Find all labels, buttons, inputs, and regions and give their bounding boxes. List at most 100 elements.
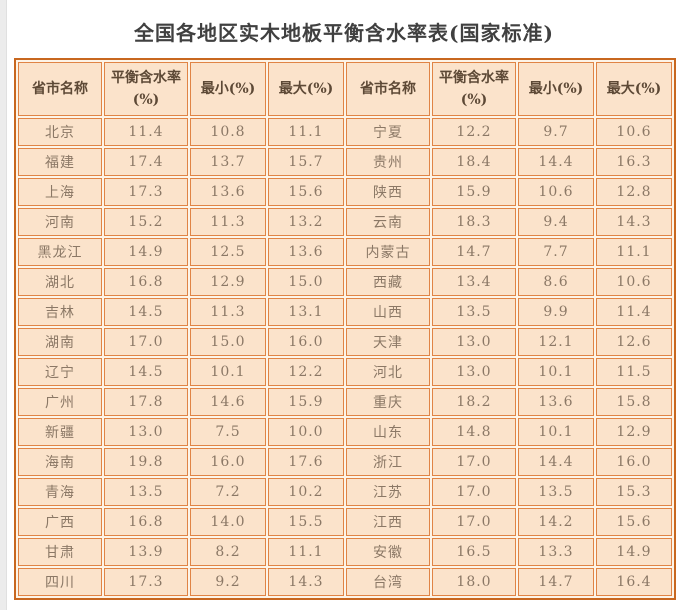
value-cell: 11.5 (596, 358, 672, 386)
province-cell: 重庆 (346, 388, 430, 416)
value-cell: 13.5 (432, 298, 516, 326)
value-cell: 10.8 (190, 118, 266, 146)
column-header: 最小(%) (190, 62, 266, 116)
value-cell: 13.6 (190, 178, 266, 206)
table-row: 湖北 16.8 12.9 15.0 西藏 13.4 8.6 10.6 (18, 268, 672, 296)
value-cell: 16.0 (596, 448, 672, 476)
value-cell: 15.0 (190, 328, 266, 356)
province-cell: 浙江 (346, 448, 430, 476)
header-row: 省市名称 平衡含水率(%) 最小(%) 最大(%) 省市名称 平衡含水率(%) 最小(%) 最… (18, 62, 672, 116)
province-cell: 河南 (18, 208, 102, 236)
value-cell: 7.7 (518, 238, 594, 266)
value-cell: 13.7 (190, 148, 266, 176)
value-cell: 17.0 (432, 478, 516, 506)
province-cell: 新疆 (18, 418, 102, 446)
value-cell: 15.9 (432, 178, 516, 206)
value-cell: 15.6 (268, 178, 344, 206)
value-cell: 10.1 (518, 358, 594, 386)
value-cell: 17.4 (104, 148, 188, 176)
value-cell: 17.3 (104, 178, 188, 206)
value-cell: 9.9 (518, 298, 594, 326)
value-cell: 12.1 (518, 328, 594, 356)
column-header: 省市名称 (346, 62, 430, 116)
value-cell: 19.8 (104, 448, 188, 476)
province-cell: 海南 (18, 448, 102, 476)
value-cell: 7.5 (190, 418, 266, 446)
value-cell: 16.8 (104, 268, 188, 296)
value-cell: 9.7 (518, 118, 594, 146)
table-row: 湖南 17.0 15.0 16.0 天津 13.0 12.1 12.6 (18, 328, 672, 356)
column-header: 平衡含水率(%) (432, 62, 516, 116)
value-cell: 15.5 (268, 508, 344, 536)
value-cell: 12.2 (268, 358, 344, 386)
table-row: 广西 16.8 14.0 15.5 江西 17.0 14.2 15.6 (18, 508, 672, 536)
value-cell: 14.3 (596, 208, 672, 236)
column-header: 最大(%) (596, 62, 672, 116)
province-cell: 云南 (346, 208, 430, 236)
value-cell: 16.0 (190, 448, 266, 476)
value-cell: 17.8 (104, 388, 188, 416)
value-cell: 13.2 (268, 208, 344, 236)
province-cell: 北京 (18, 118, 102, 146)
value-cell: 18.3 (432, 208, 516, 236)
province-cell: 台湾 (346, 568, 430, 596)
value-cell: 12.6 (596, 328, 672, 356)
province-cell: 宁夏 (346, 118, 430, 146)
table-row: 黑龙江 14.9 12.5 13.6 内蒙古 14.7 7.7 11.1 (18, 238, 672, 266)
value-cell: 16.5 (432, 538, 516, 566)
province-cell: 山西 (346, 298, 430, 326)
value-cell: 10.6 (596, 268, 672, 296)
value-cell: 12.8 (596, 178, 672, 206)
value-cell: 15.0 (268, 268, 344, 296)
value-cell: 13.6 (268, 238, 344, 266)
province-cell: 福建 (18, 148, 102, 176)
value-cell: 12.2 (432, 118, 516, 146)
column-header: 省市名称 (18, 62, 102, 116)
value-cell: 13.1 (268, 298, 344, 326)
value-cell: 14.9 (104, 238, 188, 266)
column-header: 平衡含水率(%) (104, 62, 188, 116)
value-cell: 14.7 (432, 238, 516, 266)
province-cell: 安徽 (346, 538, 430, 566)
value-cell: 14.5 (104, 358, 188, 386)
value-cell: 14.7 (518, 568, 594, 596)
table-row: 北京 11.4 10.8 11.1 宁夏 12.2 9.7 10.6 (18, 118, 672, 146)
value-cell: 14.9 (596, 538, 672, 566)
province-cell: 天津 (346, 328, 430, 356)
table-row: 福建 17.4 13.7 15.7 贵州 18.4 14.4 16.3 (18, 148, 672, 176)
value-cell: 10.2 (268, 478, 344, 506)
province-cell: 西藏 (346, 268, 430, 296)
value-cell: 9.4 (518, 208, 594, 236)
table-row: 四川 17.3 9.2 14.3 台湾 18.0 14.7 16.4 (18, 568, 672, 596)
page-left-gutter (0, 0, 7, 610)
value-cell: 13.6 (518, 388, 594, 416)
value-cell: 7.2 (190, 478, 266, 506)
province-cell: 山东 (346, 418, 430, 446)
value-cell: 10.1 (518, 418, 594, 446)
value-cell: 17.0 (432, 448, 516, 476)
value-cell: 13.9 (104, 538, 188, 566)
table-row: 吉林 14.5 11.3 13.1 山西 13.5 9.9 11.4 (18, 298, 672, 326)
province-cell: 广州 (18, 388, 102, 416)
table-row: 上海 17.3 13.6 15.6 陕西 15.9 10.6 12.8 (18, 178, 672, 206)
column-header: 最大(%) (268, 62, 344, 116)
table-row: 甘肃 13.9 8.2 11.1 安徽 16.5 13.3 14.9 (18, 538, 672, 566)
value-cell: 10.0 (268, 418, 344, 446)
value-cell: 13.0 (432, 328, 516, 356)
province-cell: 四川 (18, 568, 102, 596)
value-cell: 17.0 (432, 508, 516, 536)
value-cell: 17.0 (104, 328, 188, 356)
value-cell: 17.6 (268, 448, 344, 476)
value-cell: 17.3 (104, 568, 188, 596)
province-cell: 黑龙江 (18, 238, 102, 266)
value-cell: 11.1 (268, 118, 344, 146)
value-cell: 13.0 (432, 358, 516, 386)
value-cell: 15.3 (596, 478, 672, 506)
value-cell: 8.6 (518, 268, 594, 296)
province-cell: 甘肃 (18, 538, 102, 566)
province-cell: 江西 (346, 508, 430, 536)
moisture-table: 省市名称 平衡含水率(%) 最小(%) 最大(%) 省市名称 平衡含水率(%) 最小(%) 最… (14, 58, 676, 600)
value-cell: 15.7 (268, 148, 344, 176)
province-cell: 湖北 (18, 268, 102, 296)
value-cell: 11.1 (596, 238, 672, 266)
